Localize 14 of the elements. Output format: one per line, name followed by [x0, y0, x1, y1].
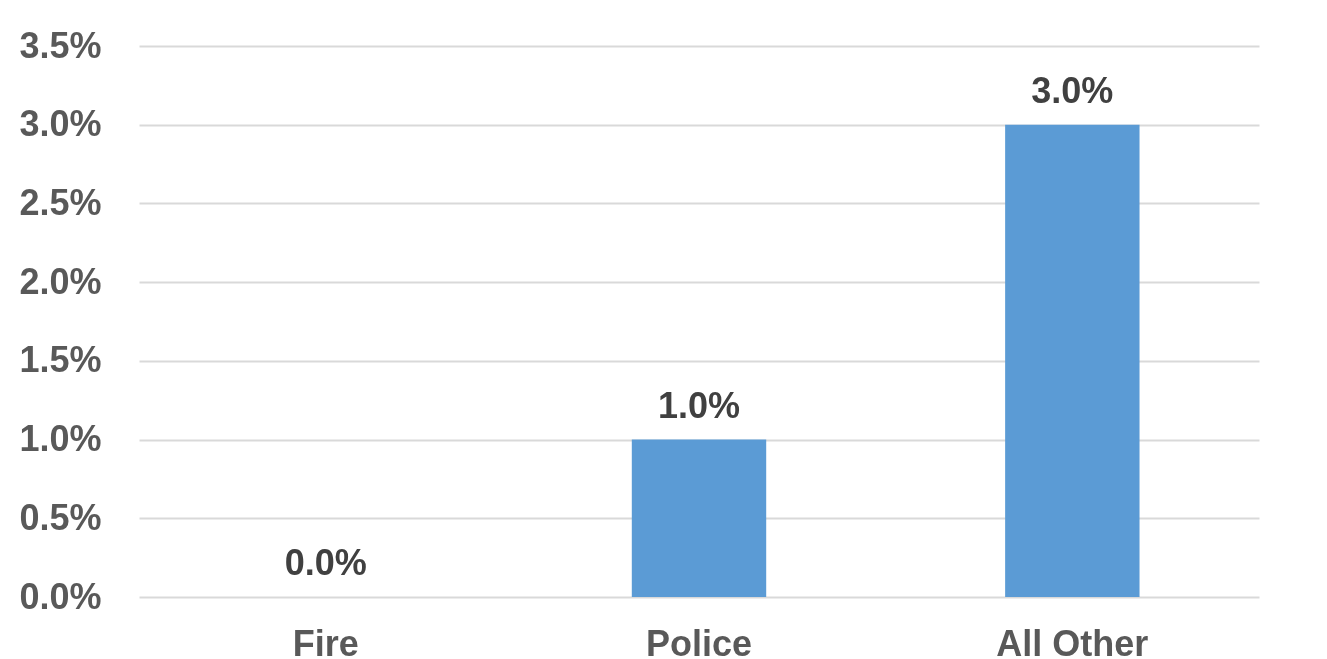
- data-label: 1.0%: [657, 384, 741, 426]
- y-tick-label: 3.0%: [19, 103, 102, 145]
- y-tick-label: 3.5%: [19, 24, 102, 66]
- y-tick-label: 0.5%: [19, 496, 102, 538]
- y-tick-label: 2.0%: [19, 260, 102, 302]
- y-tick-label: 0.0%: [19, 575, 102, 617]
- x-tick-label: All Other: [996, 622, 1149, 659]
- y-tick-label: 1.0%: [19, 418, 102, 460]
- data-label: 3.0%: [1031, 69, 1114, 111]
- y-tick-label: 1.5%: [19, 339, 102, 381]
- x-tick-label: Fire: [292, 622, 359, 659]
- data-label: 0.0%: [284, 542, 367, 583]
- x-tick-label: Police: [645, 622, 753, 659]
- y-tick-label: 2.5%: [19, 181, 102, 223]
